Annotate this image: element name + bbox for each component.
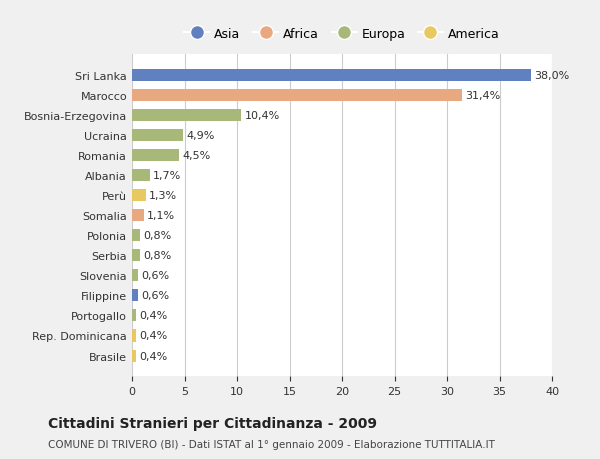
Text: 0,4%: 0,4% (139, 331, 167, 341)
Text: 0,6%: 0,6% (142, 291, 170, 301)
Bar (132, 130, 184, 142)
Text: 1,7%: 1,7% (153, 171, 181, 181)
Bar (132, 270, 139, 282)
Text: 1,1%: 1,1% (146, 211, 175, 221)
Bar (132, 110, 241, 122)
Text: 0,4%: 0,4% (139, 351, 167, 361)
Text: 4,5%: 4,5% (182, 151, 211, 161)
Text: 0,4%: 0,4% (139, 311, 167, 321)
Bar (132, 150, 179, 162)
Text: 10,4%: 10,4% (244, 111, 280, 121)
Text: 0,8%: 0,8% (143, 251, 172, 261)
Text: 0,8%: 0,8% (143, 231, 172, 241)
Bar (132, 250, 140, 262)
Text: 0,6%: 0,6% (142, 271, 170, 281)
Text: 38,0%: 38,0% (534, 71, 569, 81)
Bar (132, 190, 146, 202)
Legend: Asia, Africa, Europa, America: Asia, Africa, Europa, America (179, 23, 505, 46)
Bar (132, 350, 136, 362)
Bar (132, 330, 136, 342)
Bar (132, 70, 531, 82)
Text: COMUNE DI TRIVERO (BI) - Dati ISTAT al 1° gennaio 2009 - Elaborazione TUTTITALIA: COMUNE DI TRIVERO (BI) - Dati ISTAT al 1… (48, 440, 495, 449)
Bar (132, 90, 462, 102)
Bar (132, 170, 150, 182)
Text: 31,4%: 31,4% (465, 91, 500, 101)
Bar (132, 310, 136, 322)
Bar (132, 290, 139, 302)
Text: 1,3%: 1,3% (149, 191, 177, 201)
Bar (132, 210, 143, 222)
Bar (132, 230, 140, 242)
Text: Cittadini Stranieri per Cittadinanza - 2009: Cittadini Stranieri per Cittadinanza - 2… (48, 416, 377, 430)
Text: 4,9%: 4,9% (187, 131, 215, 141)
